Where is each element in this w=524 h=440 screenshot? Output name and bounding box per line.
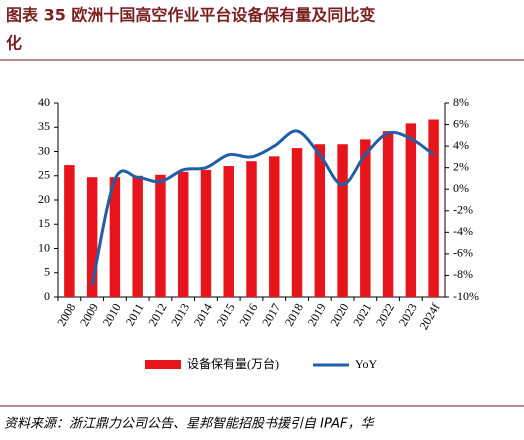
bar — [269, 156, 280, 297]
bar — [64, 165, 75, 297]
bar — [405, 123, 417, 298]
x-tick-label: 2016 — [236, 301, 260, 329]
source: 资料来源：浙江鼎力公司公告、星邦智能招股书援引自 IPAF，华 — [4, 417, 376, 432]
bar — [428, 119, 439, 298]
bar — [223, 166, 234, 297]
x-tick-label: 2009 — [77, 301, 101, 329]
y-tick-label: 10 — [38, 240, 50, 254]
x-tick-label: 2008 — [54, 301, 78, 329]
bar — [314, 144, 326, 297]
bar — [155, 174, 166, 297]
y2-tick-label: 4% — [453, 138, 469, 152]
x-tick-label: 2015 — [214, 301, 238, 329]
x-tick-label: 2024f — [416, 301, 442, 332]
y-tick-label: 40 — [38, 95, 50, 109]
y-tick-label: 20 — [38, 192, 50, 206]
y-tick-label: 5 — [44, 265, 50, 279]
x-tick-label: 2011 — [123, 301, 147, 328]
y2-tick-label: -4% — [453, 224, 473, 238]
x-tick-label: 2013 — [168, 301, 192, 329]
y-tick-label: 15 — [38, 216, 50, 230]
bar — [177, 171, 189, 297]
x-tick-label: 2019 — [305, 301, 329, 329]
y2-tick-label: 0% — [453, 181, 469, 195]
chart-title: 图表 35 欧洲十国高空作业平台设备保有量及同比变 — [6, 6, 375, 25]
x-tick-label: 2020 — [327, 301, 351, 329]
legend-label: 设备保有量(万台) — [187, 356, 279, 371]
legend-label: YoY — [355, 357, 377, 371]
y2-tick-label: -10% — [453, 289, 479, 303]
bar — [246, 161, 257, 297]
bar — [86, 177, 98, 297]
y-tick-label: 30 — [38, 143, 50, 157]
legend-swatch — [145, 360, 181, 369]
x-tick-label: 2022 — [373, 301, 397, 329]
y-tick-label: 0 — [44, 289, 50, 303]
x-tick-label: 2017 — [259, 301, 283, 329]
chart-title-wrap: 化 — [6, 34, 22, 53]
bar — [132, 175, 143, 297]
bar — [382, 131, 394, 297]
y-tick-label: 35 — [38, 119, 50, 133]
bar — [337, 144, 348, 297]
y2-tick-label: -8% — [453, 267, 473, 281]
line — [90, 129, 435, 286]
x-tick-label: 2014 — [191, 301, 215, 329]
x-tick-label: 2018 — [282, 301, 306, 329]
y-tick-label: 25 — [38, 168, 50, 182]
x-tick-label: 2010 — [100, 301, 124, 329]
y2-tick-label: -6% — [453, 246, 473, 260]
bar — [360, 139, 371, 297]
bar — [200, 169, 212, 297]
y2-tick-label: 8% — [453, 95, 469, 109]
bar — [109, 177, 121, 297]
y2-tick-label: -2% — [453, 203, 473, 217]
x-tick-label: 2021 — [350, 301, 374, 329]
y2-tick-label: 2% — [453, 159, 469, 173]
y2-tick-label: 6% — [453, 116, 469, 130]
bar — [291, 148, 303, 297]
x-tick-label: 2012 — [145, 301, 169, 329]
